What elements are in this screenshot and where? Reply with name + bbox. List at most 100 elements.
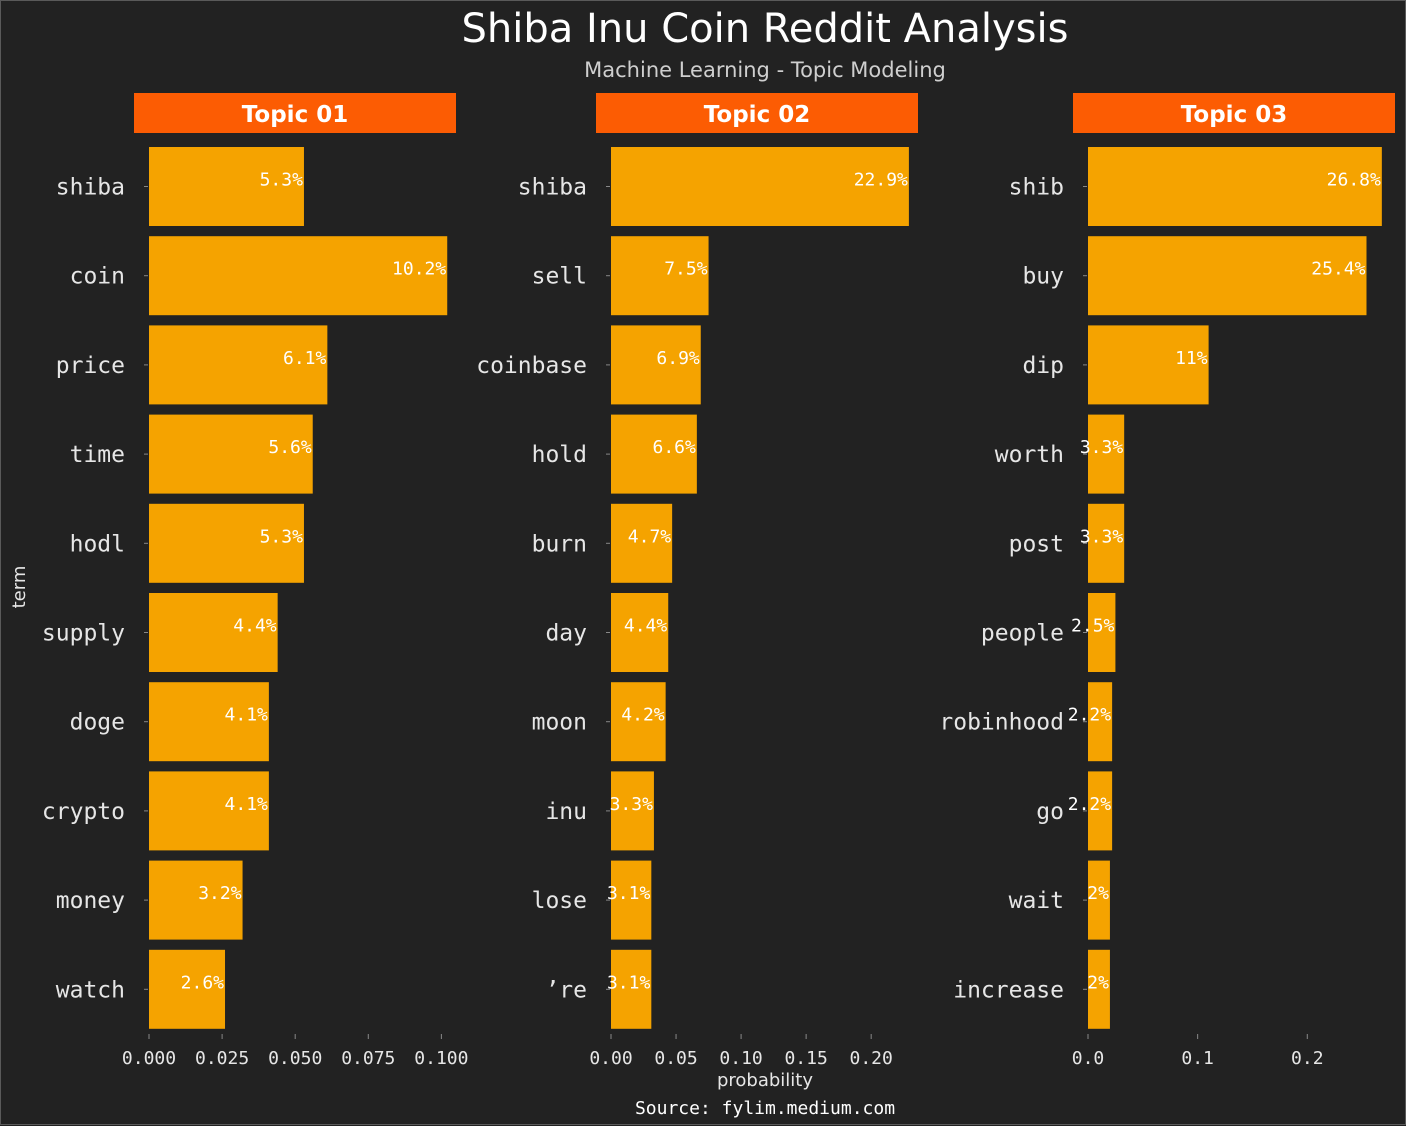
bar-burn	[611, 503, 673, 583]
bar-post	[1088, 503, 1125, 583]
bar-day	[611, 593, 669, 672]
term-label: worth	[995, 442, 1064, 468]
bar-inu	[611, 771, 654, 851]
x-tick-label: 0.100	[414, 1048, 468, 1069]
panel-topic-3: Topic 03 shib 26.8% buy 25.4% dip 11% worth 3.3%…	[939, 93, 1395, 1069]
term-label: shib	[1009, 175, 1064, 201]
bar-supply	[149, 593, 278, 672]
x-tick-label: 0.025	[195, 1048, 249, 1069]
term-label: day	[545, 621, 587, 647]
term-label: coinbase	[476, 353, 587, 379]
x-tick-label: 0.05	[654, 1048, 697, 1069]
term-label: shiba	[518, 175, 587, 201]
term-label: go	[1036, 799, 1064, 825]
term-label: money	[56, 888, 125, 914]
facet-strip-label: Topic 03	[1181, 102, 1287, 128]
panel-topic-2: Topic 02 shiba 22.9% sell 7.5% coinbase 6.9% ho…	[476, 93, 918, 1069]
bar-sell	[611, 236, 709, 316]
chart-caption: Source: fylim.medium.com	[635, 1098, 895, 1119]
value-label: 5.3%	[260, 170, 304, 191]
x-tick-label: 0.15	[784, 1048, 827, 1069]
term-label: crypto	[42, 799, 125, 825]
bar-buy	[1088, 236, 1367, 316]
y-axis-title: term	[9, 566, 30, 609]
x-tick-label: 0.075	[341, 1048, 395, 1069]
bar-coinbase	[611, 325, 701, 405]
value-label: 25.4%	[1311, 259, 1365, 280]
chart-title: Shiba Inu Coin Reddit Analysis	[462, 6, 1069, 52]
value-label: 2.5%	[1071, 616, 1115, 637]
term-label: burn	[532, 531, 587, 557]
bar-price	[149, 325, 328, 405]
value-label: 22.9%	[854, 170, 908, 191]
value-label: 2%	[1087, 972, 1109, 993]
x-tick-label: 0.20	[849, 1048, 892, 1069]
value-label: 3.2%	[198, 883, 242, 904]
bar-shiba	[149, 147, 304, 226]
value-label: 4.1%	[225, 794, 269, 815]
x-tick-label: 0.050	[268, 1048, 322, 1069]
x-tick-label: 0.00	[589, 1048, 632, 1069]
value-label: 3.3%	[1080, 526, 1124, 547]
bar-moon	[611, 682, 666, 762]
value-label: 5.6%	[268, 437, 312, 458]
value-label: 6.6%	[652, 437, 696, 458]
bar-coin	[149, 236, 448, 316]
term-label: increase	[953, 977, 1064, 1003]
bar-people	[1088, 593, 1116, 672]
bar-increase	[1088, 949, 1110, 1029]
term-label: sell	[532, 264, 587, 290]
value-label: 3.1%	[607, 883, 651, 904]
value-label: 7.5%	[664, 259, 708, 280]
value-label: 4.1%	[225, 705, 269, 726]
value-label: 6.1%	[283, 348, 327, 369]
term-label: hodl	[70, 531, 125, 557]
term-label: robinhood	[939, 710, 1064, 736]
term-label: buy	[1022, 264, 1064, 290]
term-label: inu	[545, 799, 587, 825]
x-tick-label: 0.1	[1181, 1048, 1214, 1069]
term-label: dip	[1022, 353, 1064, 379]
term-label: supply	[42, 621, 125, 647]
x-tick-label: 0.000	[122, 1048, 176, 1069]
term-label: people	[981, 621, 1064, 647]
bar-crypto	[149, 771, 269, 851]
term-label: time	[70, 442, 125, 468]
value-label: 26.8%	[1327, 170, 1381, 191]
value-label: 2%	[1087, 883, 1109, 904]
chart-subtitle: Machine Learning - Topic Modeling	[584, 58, 946, 82]
x-axis-title: probability	[717, 1070, 813, 1091]
value-label: 5.3%	[260, 526, 304, 547]
value-label: 3.1%	[607, 972, 651, 993]
value-label: 4.4%	[233, 616, 277, 637]
term-label: wait	[1009, 888, 1064, 914]
term-label: watch	[56, 977, 125, 1003]
term-label: shiba	[56, 175, 125, 201]
bar-watch	[149, 949, 226, 1029]
bar-doge	[149, 682, 269, 762]
x-tick-label: 0.0	[1072, 1048, 1105, 1069]
bar-time	[149, 414, 313, 494]
value-label: 3.3%	[610, 794, 654, 815]
bar-shiba	[611, 147, 909, 226]
bar-robinhood	[1088, 682, 1113, 762]
value-label: 2.2%	[1068, 705, 1112, 726]
value-label: 6.9%	[656, 348, 700, 369]
facet-strip	[1073, 93, 1395, 133]
bar-wait	[1088, 860, 1110, 940]
term-label: moon	[532, 710, 587, 736]
bar-worth	[1088, 414, 1125, 494]
value-label: 3.3%	[1080, 437, 1124, 458]
value-label: 4.4%	[624, 616, 668, 637]
value-label: 4.7%	[628, 526, 672, 547]
value-label: 4.2%	[621, 705, 665, 726]
term-label: lose	[532, 888, 587, 914]
term-label: post	[1009, 531, 1064, 557]
bar-dip	[1088, 325, 1209, 405]
term-label: doge	[70, 710, 125, 736]
panel-topic-1: Topic 01 shiba 5.3% coin 10.2% price 6.1% time 5…	[42, 93, 468, 1069]
value-label: 10.2%	[392, 259, 446, 280]
facet-strip	[134, 93, 456, 133]
